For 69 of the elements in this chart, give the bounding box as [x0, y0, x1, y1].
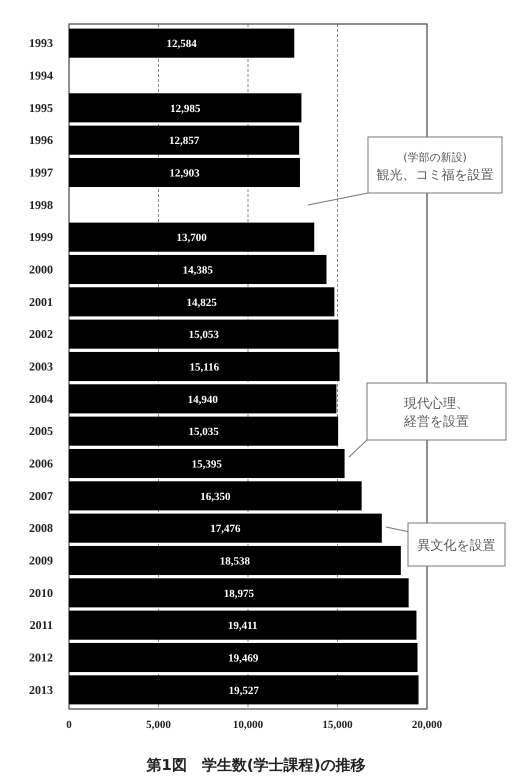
- data-label: 16,350: [200, 490, 231, 503]
- annotation: (学部の新設): [403, 151, 467, 164]
- bar: [69, 675, 419, 704]
- x-tick-label: 5,000: [146, 719, 172, 731]
- y-tick-label: 1995: [29, 100, 53, 115]
- bar: [69, 254, 326, 284]
- bar: [69, 610, 416, 640]
- y-tick-label: 1997: [29, 166, 53, 180]
- data-label: 17,476: [210, 523, 242, 536]
- y-tick-label: 2000: [29, 262, 53, 276]
- bar: [69, 287, 334, 316]
- annotation: 異文化を設置: [418, 538, 496, 554]
- data-label: 19,469: [228, 652, 259, 664]
- data-label: 13,700: [176, 232, 208, 244]
- bar: [69, 546, 401, 576]
- bar: [69, 222, 314, 252]
- data-label: 12,985: [170, 102, 201, 115]
- data-label: 12,903: [169, 168, 200, 180]
- y-tick-label: 1998: [29, 198, 53, 212]
- y-tick-label: 1999: [29, 230, 53, 244]
- data-label: 15,035: [188, 426, 220, 438]
- y-tick-label: 1994: [29, 68, 53, 82]
- text: 第1図 学生数(学士課程)の推移: [145, 756, 366, 774]
- data-label: 14,385: [182, 264, 214, 276]
- y-tick-label: 2010: [29, 586, 53, 600]
- data-label: 15,116: [189, 362, 220, 374]
- bar: [69, 28, 294, 58]
- bar: [69, 320, 338, 349]
- data-label: 15,053: [188, 329, 220, 342]
- bar: [69, 514, 382, 543]
- y-tick-label: 2005: [29, 424, 53, 438]
- y-tick-label: 2006: [29, 456, 53, 470]
- y-tick-label: 2008: [29, 521, 53, 536]
- x-tick-label: 10,000: [232, 719, 264, 731]
- data-label: 18,975: [224, 588, 254, 600]
- bar: [69, 126, 300, 155]
- annotation: 観光、コミ福を設置: [376, 168, 494, 183]
- data-label: 14,940: [188, 394, 218, 406]
- x-tick-label: 15,000: [322, 719, 354, 731]
- x-tick-label: 0: [66, 719, 72, 731]
- bar: [69, 93, 302, 122]
- y-tick-label: 2012: [29, 650, 53, 664]
- bar: [69, 384, 336, 414]
- bar: [69, 642, 418, 672]
- x-tick-label: 20,000: [412, 719, 443, 731]
- y-tick-label: 2004: [29, 392, 53, 406]
- y-tick-label: 2002: [29, 327, 53, 342]
- bar: [69, 448, 345, 478]
- y-tick-label: 2001: [29, 294, 53, 309]
- annotation: 現代心理、経営を設置: [403, 396, 469, 430]
- y-tick-label: 1993: [29, 36, 53, 50]
- bar: [69, 158, 300, 188]
- data-label: 12,857: [168, 135, 200, 148]
- bar: [69, 352, 340, 382]
- y-tick-label: 2009: [29, 554, 53, 568]
- y-tick-label: 2011: [30, 618, 53, 632]
- bar: [69, 578, 409, 608]
- data-label: 18,538: [220, 556, 251, 568]
- bar: [69, 416, 338, 446]
- y-tick-label: 1996: [29, 133, 53, 148]
- y-tick-label: 2007: [29, 488, 53, 503]
- data-label: 12,584: [166, 38, 198, 50]
- bar: [69, 481, 362, 510]
- y-tick-label: 2003: [29, 360, 53, 374]
- data-label: 19,411: [228, 620, 258, 632]
- data-label: 14,825: [186, 296, 218, 309]
- data-label: 15,395: [192, 458, 222, 470]
- data-label: 19,527: [228, 684, 260, 697]
- y-tick-label: 2013: [29, 682, 53, 697]
